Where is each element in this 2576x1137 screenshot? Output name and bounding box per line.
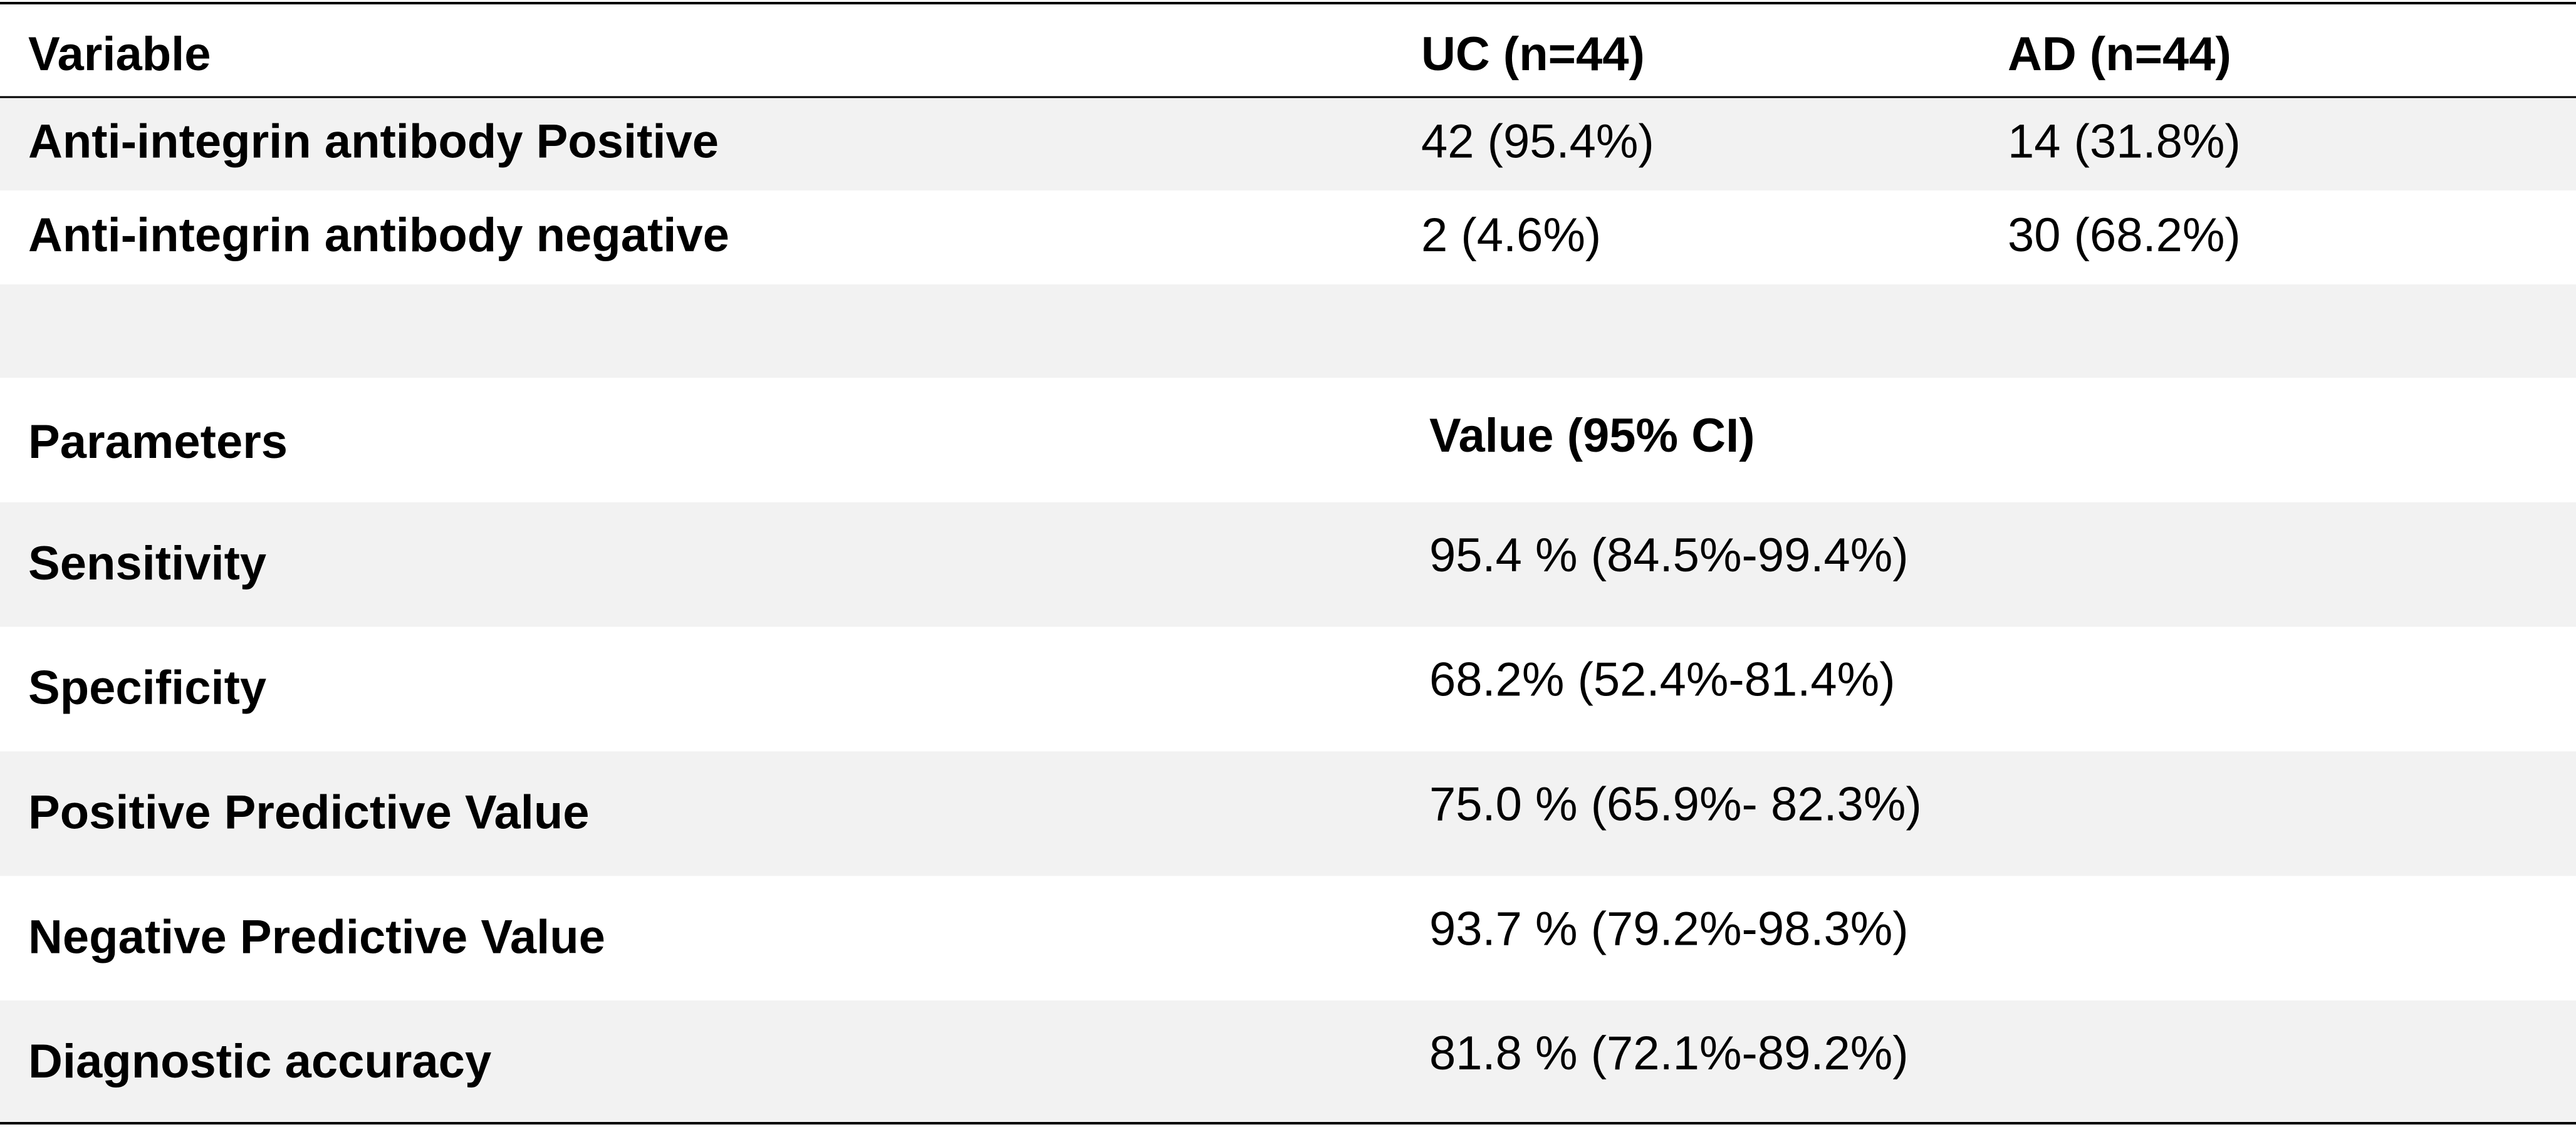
cell: Anti-integrin antibody negative (28, 209, 729, 262)
cell: Anti-integrin antibody Positive (28, 115, 719, 169)
cell: Specificity (28, 662, 266, 715)
header-cell: Value (95% CI) (1429, 409, 1755, 462)
cell: 30 (68.2%) (2008, 209, 2241, 262)
cell: 42 (95.4%) (1421, 115, 1654, 169)
header-cell: Variable (28, 28, 211, 81)
cell: 95.4 % (84.5%-99.4%) (1429, 529, 1909, 582)
cell: Negative Predictive Value (28, 910, 605, 963)
cell: 14 (31.8%) (2008, 115, 2241, 169)
cell: 75.0 % (65.9%- 82.3%) (1429, 777, 1922, 831)
cell: 2 (4.6%) (1421, 209, 1601, 262)
cell: 93.7 % (79.2%-98.3%) (1429, 902, 1909, 955)
cell: Sensitivity (28, 537, 266, 590)
spacer-row (0, 284, 2576, 378)
row-bg (0, 751, 2576, 876)
row-bg (0, 97, 2576, 190)
cell: Diagnostic accuracy (28, 1035, 491, 1088)
header-cell: AD (n=44) (2008, 28, 2231, 81)
cell: Positive Predictive Value (28, 786, 590, 839)
row-bg (0, 1000, 2576, 1125)
header-cell: UC (n=44) (1421, 28, 1645, 81)
row-bg (0, 502, 2576, 627)
header-cell: Parameters (28, 415, 288, 469)
cell: 81.8 % (72.1%-89.2%) (1429, 1027, 1909, 1080)
cell: 68.2% (52.4%-81.4%) (1429, 653, 1895, 707)
